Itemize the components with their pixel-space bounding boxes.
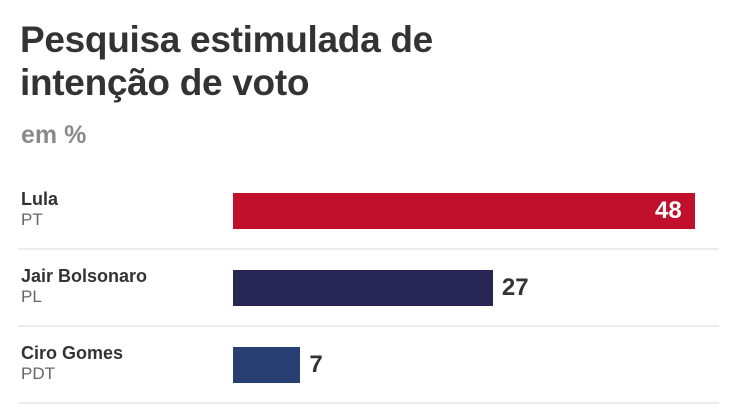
- divider: [18, 402, 719, 404]
- bar-row: Jair Bolsonaro PL 27: [0, 258, 740, 335]
- bar-row: Ciro Gomes PDT 7: [0, 335, 740, 412]
- data-label: 7: [309, 351, 323, 378]
- candidate-name: Ciro Gomes: [21, 343, 124, 363]
- divider: [18, 325, 719, 327]
- party-label: PDT: [21, 364, 55, 383]
- party-label: PL: [21, 287, 42, 306]
- chart-title: Pesquisa estimulada de intenção de voto: [20, 18, 433, 104]
- title-line-2: intenção de voto: [20, 62, 310, 103]
- title-line-1: Pesquisa estimulada de: [20, 19, 433, 60]
- party-label: PT: [21, 210, 43, 229]
- bar-row: Lula PT 48: [0, 181, 740, 258]
- data-label: 48: [655, 197, 682, 224]
- chart-subtitle: em %: [21, 121, 87, 149]
- candidate-name: Lula: [21, 189, 59, 209]
- bar: [233, 347, 301, 383]
- candidate-name: Jair Bolsonaro: [21, 266, 148, 286]
- data-label: 27: [501, 274, 529, 301]
- divider: [18, 248, 719, 250]
- bar: [233, 193, 695, 229]
- bar: [233, 270, 493, 306]
